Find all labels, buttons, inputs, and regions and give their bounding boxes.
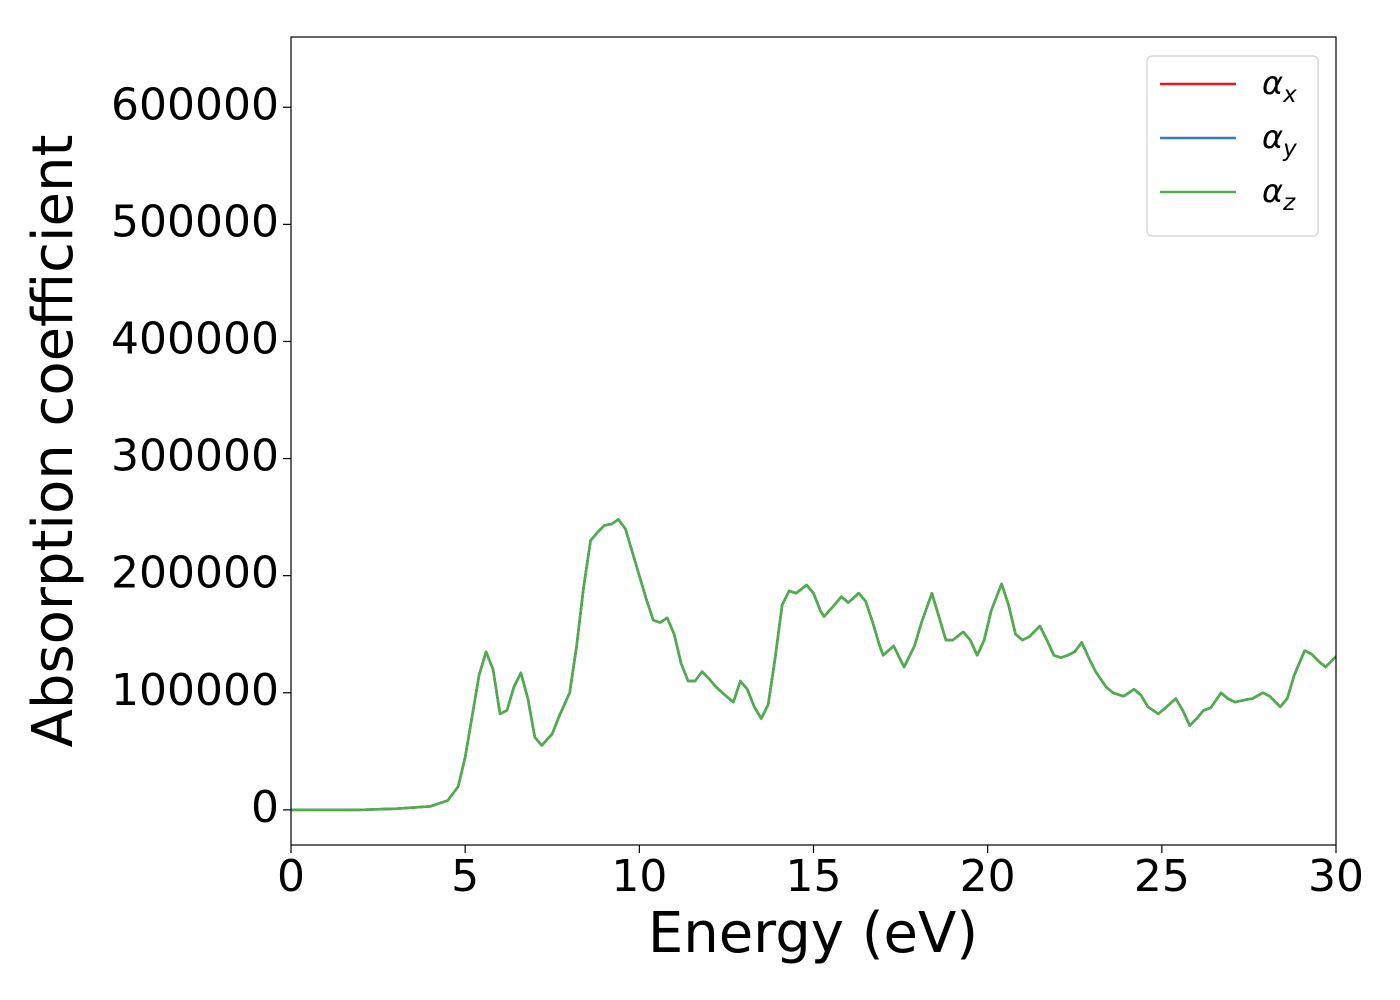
y-tick-label: 600000	[111, 79, 279, 130]
y-tick-label: 300000	[111, 431, 279, 482]
y-tick-label: 500000	[111, 196, 279, 247]
y-tick-label: 100000	[111, 665, 279, 716]
y-axis-label: Absorption coefficient	[21, 135, 86, 748]
x-tick-label: 0	[277, 851, 305, 902]
x-tick-label: 5	[451, 851, 479, 902]
y-tick-label: 400000	[111, 313, 279, 364]
series-line	[291, 518, 1336, 812]
y-tick-label: 0	[251, 782, 279, 833]
series-line	[291, 518, 1336, 812]
series-line	[291, 518, 1336, 812]
legend-subscript: z	[1282, 190, 1296, 216]
x-tick-label: 20	[960, 851, 1016, 902]
legend-subscript: x	[1282, 82, 1297, 108]
y-tick-label: 200000	[111, 548, 279, 599]
x-axis-label: Energy (eV)	[648, 901, 978, 966]
legend-subscript: y	[1282, 136, 1297, 162]
x-tick-label: 15	[786, 851, 842, 902]
x-tick-label: 10	[611, 851, 667, 902]
x-tick-label: 25	[1134, 851, 1190, 902]
plot-frame	[290, 36, 1337, 846]
x-tick-label: 30	[1308, 851, 1364, 902]
